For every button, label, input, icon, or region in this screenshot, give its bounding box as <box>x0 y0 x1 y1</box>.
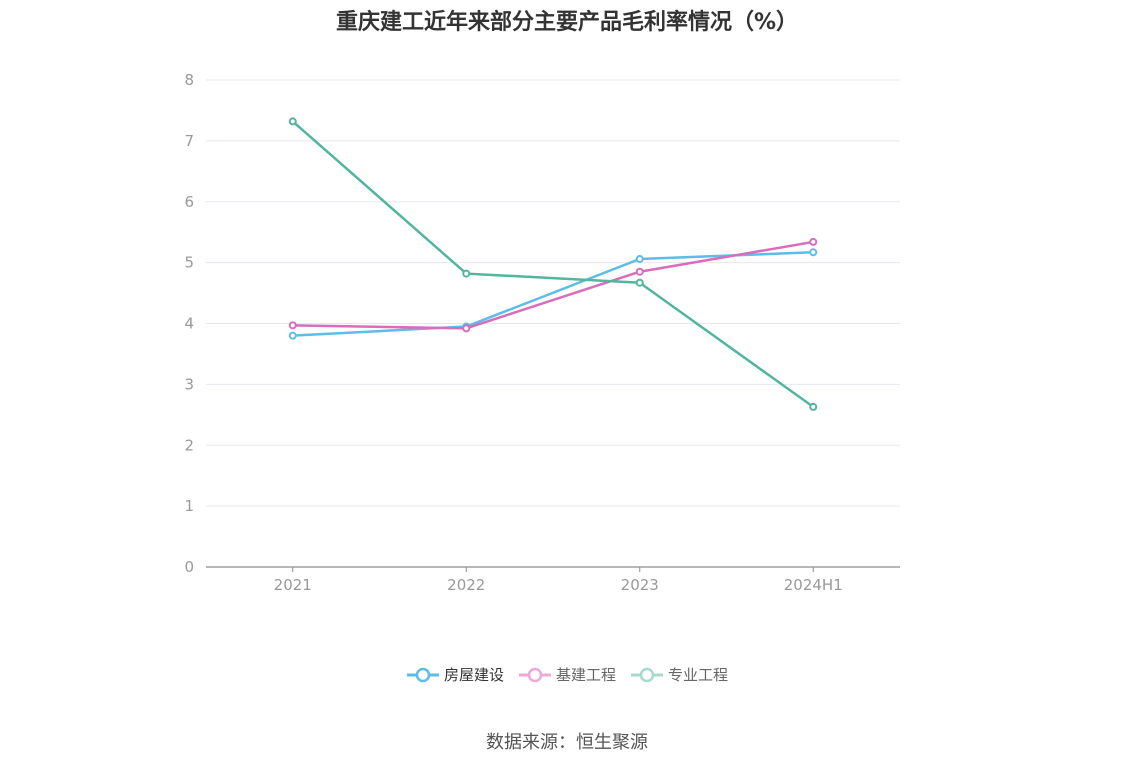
data-point <box>288 321 297 330</box>
series-line-2 <box>291 120 814 408</box>
data-point <box>809 402 818 411</box>
y-tick-label: 2 <box>184 436 194 454</box>
data-point <box>288 331 297 340</box>
y-tick-label: 5 <box>184 254 194 272</box>
chart-title: 重庆建工近年来部分主要产品毛利率情况（%） <box>335 10 799 35</box>
x-tick-label: 2024H1 <box>784 576 843 594</box>
legend-item-jijian[interactable]: 基建工程 <box>518 664 616 685</box>
y-tick-label: 0 <box>184 558 194 576</box>
data-point <box>635 267 644 276</box>
series-lines <box>288 117 818 411</box>
y-tick-label: 1 <box>184 497 194 515</box>
legend-line-circle-icon <box>518 667 551 682</box>
source-note: 数据来源：恒生聚源 <box>486 732 648 753</box>
legend-line-circle-icon <box>406 667 439 682</box>
y-tick-label: 8 <box>184 71 194 89</box>
axes: 0 1 2 3 4 5 6 7 8 2021 2022 2023 2024H1 <box>184 71 900 594</box>
line-chart: 0 1 2 3 4 5 6 7 8 2021 2022 2023 2024H1 <box>184 71 900 594</box>
legend-item-fangwu[interactable]: 房屋建设 <box>406 664 504 685</box>
legend-label: 基建工程 <box>555 666 616 684</box>
legend-label: 专业工程 <box>668 666 729 684</box>
y-tick-label: 7 <box>184 132 194 150</box>
data-point <box>809 248 818 257</box>
data-point <box>809 237 818 246</box>
y-tick-label: 6 <box>184 193 194 211</box>
legend-line-circle-icon <box>631 667 663 682</box>
data-point <box>462 324 471 333</box>
gridlines <box>206 79 900 507</box>
data-point <box>635 254 644 263</box>
series-line-1 <box>292 240 814 330</box>
y-tick-label: 4 <box>184 315 194 333</box>
data-point <box>635 278 644 287</box>
legend: 房屋建设 基建工程 专业工程 <box>0 664 1134 685</box>
legend-item-zhuanye[interactable]: 专业工程 <box>630 664 728 685</box>
data-point <box>462 269 471 278</box>
x-tick-label: 2023 <box>621 576 659 594</box>
x-tick-label: 2022 <box>447 576 485 594</box>
data-point <box>288 117 297 126</box>
y-tick-label: 3 <box>184 375 194 393</box>
x-tick-label: 2021 <box>274 576 312 594</box>
legend-label: 房屋建设 <box>443 666 504 684</box>
